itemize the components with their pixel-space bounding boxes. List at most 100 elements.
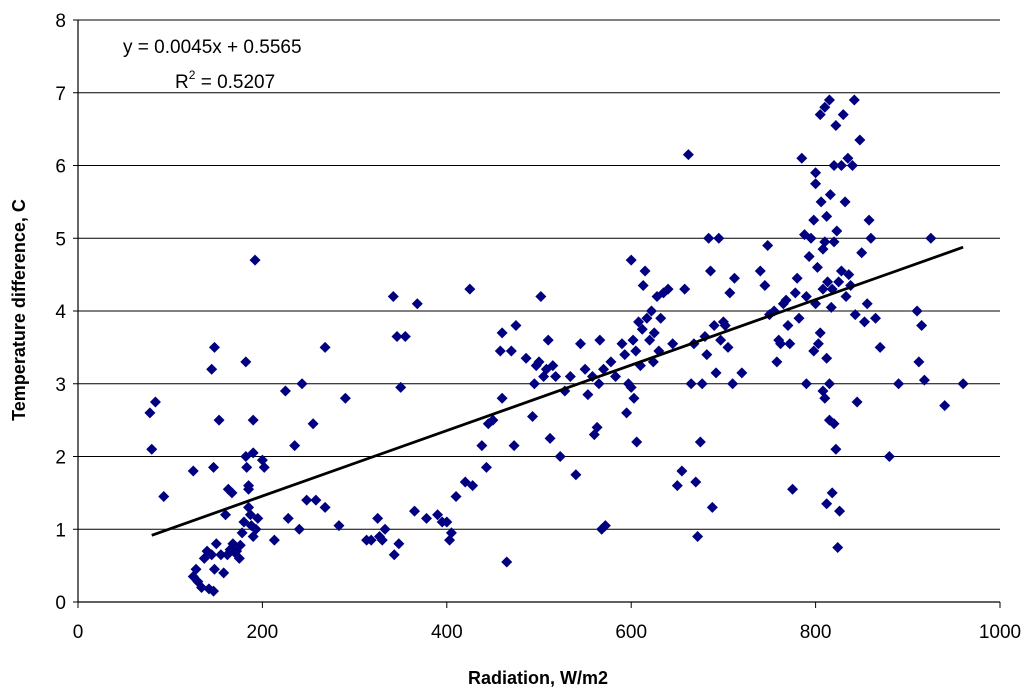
data-point bbox=[409, 505, 421, 517]
data-point bbox=[839, 196, 851, 208]
r-squared-prefix: R bbox=[175, 72, 189, 93]
data-point bbox=[648, 327, 660, 339]
data-point bbox=[190, 563, 202, 575]
data-point bbox=[579, 363, 591, 375]
data-point bbox=[480, 461, 492, 473]
data-point bbox=[849, 309, 861, 321]
data-point bbox=[826, 487, 838, 499]
data-point bbox=[821, 498, 833, 510]
data-point bbox=[441, 516, 453, 528]
data-point bbox=[679, 283, 691, 295]
data-point bbox=[918, 374, 930, 386]
data-point bbox=[533, 356, 545, 368]
trendline-equation: y = 0.0045x + 0.5565 bbox=[123, 37, 302, 58]
data-point bbox=[676, 465, 688, 477]
data-point bbox=[812, 338, 824, 350]
data-point bbox=[210, 538, 222, 550]
data-point bbox=[817, 283, 829, 295]
data-point bbox=[487, 414, 499, 426]
data-point bbox=[796, 152, 808, 164]
data-point bbox=[728, 272, 740, 284]
data-point bbox=[775, 338, 787, 350]
data-point bbox=[421, 512, 433, 524]
data-point bbox=[379, 523, 391, 535]
data-point bbox=[824, 189, 836, 201]
x-tick-label: 200 bbox=[247, 622, 279, 643]
data-point bbox=[808, 345, 820, 357]
data-point bbox=[282, 512, 294, 524]
data-point bbox=[762, 240, 774, 252]
data-point bbox=[591, 421, 603, 433]
data-point bbox=[911, 305, 923, 317]
data-point bbox=[247, 447, 259, 459]
data-point bbox=[494, 345, 506, 357]
data-point bbox=[782, 320, 794, 332]
data-point bbox=[828, 160, 840, 171]
y-tick-label: 8 bbox=[55, 11, 66, 32]
data-point bbox=[754, 265, 766, 277]
data-point bbox=[220, 509, 232, 521]
data-point bbox=[639, 265, 651, 277]
data-point bbox=[706, 501, 718, 513]
y-tick-label: 0 bbox=[55, 593, 66, 614]
data-point bbox=[719, 320, 731, 332]
data-point bbox=[823, 414, 835, 426]
data-point bbox=[605, 356, 617, 368]
data-point bbox=[388, 549, 400, 561]
data-point bbox=[830, 443, 842, 455]
data-point bbox=[599, 520, 611, 532]
data-point bbox=[391, 330, 403, 342]
data-point bbox=[671, 480, 683, 492]
data-point bbox=[710, 367, 722, 379]
data-point bbox=[736, 367, 748, 379]
data-point bbox=[843, 269, 855, 281]
data-point bbox=[645, 305, 657, 317]
data-point bbox=[823, 378, 835, 390]
data-point bbox=[810, 167, 822, 179]
data-point bbox=[822, 276, 834, 288]
r-squared-superscript: 2 bbox=[189, 68, 196, 82]
data-point bbox=[814, 109, 826, 121]
data-points bbox=[144, 94, 969, 597]
data-point bbox=[703, 232, 715, 244]
data-point bbox=[893, 378, 905, 390]
data-point bbox=[233, 552, 245, 564]
data-point bbox=[814, 327, 826, 339]
data-point bbox=[823, 94, 835, 106]
data-point bbox=[564, 370, 576, 382]
data-point bbox=[339, 392, 351, 404]
data-point bbox=[243, 483, 255, 495]
data-point bbox=[593, 378, 605, 390]
data-point bbox=[696, 378, 708, 390]
data-point bbox=[715, 334, 727, 346]
data-point bbox=[547, 360, 559, 372]
data-point bbox=[759, 280, 771, 292]
data-point bbox=[258, 461, 270, 473]
y-tick-label: 1 bbox=[55, 520, 66, 541]
data-point bbox=[144, 407, 156, 419]
data-point bbox=[835, 160, 847, 171]
data-point bbox=[805, 232, 817, 244]
data-point bbox=[655, 312, 667, 324]
data-point bbox=[851, 396, 863, 408]
data-point bbox=[501, 556, 513, 568]
data-point bbox=[527, 410, 539, 422]
data-point bbox=[226, 487, 238, 499]
data-point bbox=[835, 265, 847, 277]
data-point bbox=[476, 440, 488, 452]
data-point bbox=[240, 356, 252, 368]
y-tick-label: 5 bbox=[55, 229, 66, 250]
data-point bbox=[149, 396, 161, 408]
data-point bbox=[241, 461, 253, 473]
data-point bbox=[289, 440, 301, 452]
data-point bbox=[234, 539, 246, 551]
data-point bbox=[236, 527, 248, 539]
data-point bbox=[784, 338, 796, 350]
data-point bbox=[496, 392, 508, 404]
data-point bbox=[208, 585, 220, 597]
data-point bbox=[528, 378, 540, 390]
x-tick-label: 0 bbox=[73, 622, 84, 643]
data-point bbox=[808, 214, 820, 226]
data-point bbox=[800, 378, 812, 390]
